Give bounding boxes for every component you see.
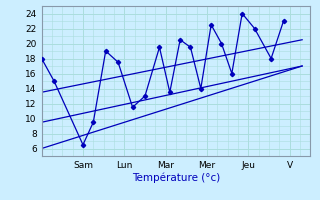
- X-axis label: Température (°c): Température (°c): [132, 173, 220, 183]
